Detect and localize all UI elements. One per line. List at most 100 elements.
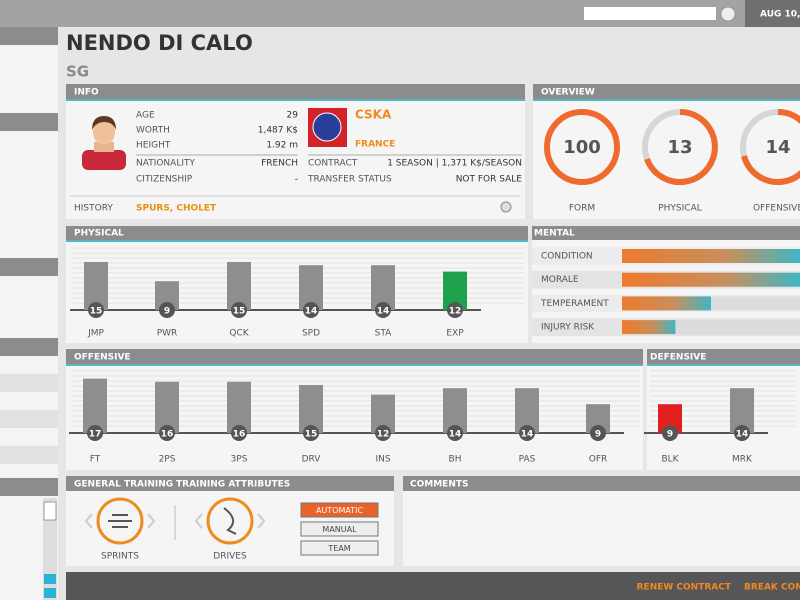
stat-badge — [519, 425, 535, 441]
ring-label: FORM — [569, 204, 595, 214]
mental-bar — [622, 249, 800, 263]
training-icons — [96, 497, 254, 545]
sidebar — [0, 27, 58, 600]
rings — [544, 109, 800, 185]
stat-value: 14 — [736, 430, 749, 440]
field-label: WORTH — [136, 126, 170, 136]
panel-title: TRAINING ATTRIBUTES — [176, 480, 290, 490]
stat-bar — [83, 378, 107, 433]
stat-value: 15 — [90, 307, 103, 317]
panel-title: PHYSICAL — [74, 229, 124, 239]
field-label: AGE — [136, 111, 155, 121]
ring-label: PHYSICAL — [658, 204, 702, 214]
stat-label: PWR — [157, 329, 178, 339]
mental-label: TEMPERAMENT — [540, 299, 609, 309]
stat-bar — [155, 381, 179, 433]
club-name[interactable]: CSKA — [355, 108, 392, 122]
stat-badge — [303, 302, 319, 318]
action-button[interactable]: BREAK CONTR — [744, 583, 800, 593]
ring-value: 13 — [667, 137, 692, 158]
stat-badge — [375, 302, 391, 318]
mental-bar — [622, 320, 676, 335]
stat-label: PAS — [519, 455, 536, 465]
stat-badge — [375, 425, 391, 441]
player-position: SG — [66, 63, 89, 81]
panel-title: COMMENTS — [410, 480, 468, 490]
stat-value: 12 — [449, 307, 462, 317]
stat-badge — [231, 302, 247, 318]
mode-button[interactable] — [300, 502, 379, 518]
stat-label: SPD — [302, 329, 320, 339]
stat-label: STA — [375, 329, 393, 339]
stat-badge — [87, 425, 103, 441]
stat-badge — [662, 425, 678, 441]
history-label: HISTORY — [74, 204, 113, 214]
training-attribute: DRIVES — [213, 552, 247, 562]
stat-value: 14 — [521, 430, 534, 440]
field-value: FRENCH — [261, 159, 298, 169]
stat-badge — [447, 425, 463, 441]
avatar — [82, 116, 126, 170]
action-button[interactable]: RENEW CONTRACT — [637, 583, 732, 593]
history[interactable]: SPURS, CHOLET — [136, 204, 217, 214]
mental-bar — [622, 296, 711, 311]
mental-label: MORALE — [541, 275, 579, 285]
stat-value: 9 — [667, 430, 673, 440]
stat-badge — [590, 425, 606, 441]
search-box[interactable] — [584, 7, 716, 20]
field-value: - — [295, 175, 298, 185]
stat-value: 9 — [595, 430, 601, 440]
stat-badge — [231, 425, 247, 441]
mental-label: INJURY RISK — [541, 323, 595, 333]
panel-title: OVERVIEW — [541, 88, 595, 98]
sprint-icon — [108, 514, 132, 528]
mode-label[interactable]: MANUAL — [322, 525, 357, 534]
field-value: 29 — [287, 111, 299, 121]
chevrons[interactable] — [84, 513, 266, 529]
mental-label: CONDITION — [541, 252, 593, 262]
stat-badge — [447, 302, 463, 318]
stat-value: 15 — [305, 430, 318, 440]
stat-label: DRV — [302, 455, 322, 465]
drive-icon — [223, 507, 237, 535]
stat-badge — [159, 425, 175, 441]
stat-value: 14 — [377, 307, 390, 317]
date: AUG 10, 2 — [760, 10, 800, 20]
field-value: 1,487 K$ — [258, 126, 298, 136]
stat-label: QCK — [229, 329, 249, 339]
stat-label: 2PS — [159, 455, 176, 465]
mode-button[interactable] — [300, 521, 379, 537]
field-label: CITIZENSHIP — [136, 175, 193, 185]
date-box — [745, 0, 800, 27]
stat-badge — [159, 302, 175, 318]
stat-value: 14 — [449, 430, 462, 440]
field-label: HEIGHT — [136, 141, 171, 151]
stat-value: 9 — [164, 307, 170, 317]
stat-value: 15 — [233, 307, 246, 317]
field-value: 1 SEASON | 1,371 K$/SEASON — [387, 159, 522, 169]
field-value: NOT FOR SALE — [456, 175, 523, 185]
stat-value: 17 — [89, 430, 102, 440]
stat-label: MRK — [732, 455, 753, 465]
panel-title: GENERAL TRAINING — [74, 480, 173, 490]
mode-label[interactable]: TEAM — [327, 544, 350, 553]
stat-label: BLK — [661, 455, 679, 465]
ring-value: 14 — [765, 137, 790, 158]
mode-label[interactable]: AUTOMATIC — [316, 506, 364, 515]
panel-title: DEFENSIVE — [650, 353, 706, 363]
mental-bar — [622, 272, 800, 287]
player-name: NENDO DI CALO — [66, 31, 253, 55]
field-label: CONTRACT — [308, 159, 358, 169]
stat-value: 16 — [161, 430, 174, 440]
panel-title: INFO — [74, 88, 99, 98]
stat-label: JMP — [87, 329, 104, 339]
stat-badge — [88, 302, 104, 318]
stat-label: 3PS — [231, 455, 248, 465]
mode-button[interactable] — [300, 540, 379, 556]
search-button[interactable] — [720, 6, 736, 22]
field-value: 1.92 m — [266, 141, 298, 151]
stat-badge — [303, 425, 319, 441]
history-button[interactable] — [500, 201, 512, 213]
panel-title: MENTAL — [534, 229, 575, 239]
